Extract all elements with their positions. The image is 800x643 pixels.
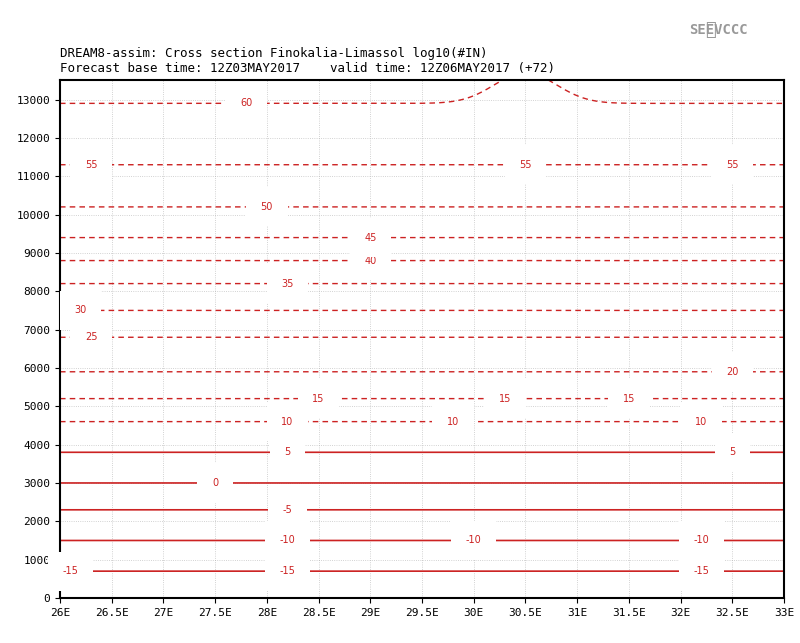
Text: 5: 5 — [729, 448, 735, 457]
Text: -10: -10 — [466, 536, 482, 545]
Text: 10: 10 — [447, 417, 459, 426]
Text: 60: 60 — [240, 98, 252, 109]
Text: DREAM8-assim: Cross section Finokalia-Limassol log10(#IN)
Forecast base time: 12: DREAM8-assim: Cross section Finokalia-Li… — [60, 47, 555, 75]
Text: SEEVCCC: SEEVCCC — [690, 23, 748, 37]
Text: -15: -15 — [62, 566, 78, 576]
Text: -5: -5 — [282, 505, 293, 515]
Text: 30: 30 — [74, 305, 87, 316]
Text: 40: 40 — [364, 255, 377, 266]
Text: 15: 15 — [498, 394, 511, 404]
Text: 5: 5 — [285, 448, 290, 457]
Text: 45: 45 — [364, 233, 377, 242]
Text: 15: 15 — [622, 394, 635, 404]
Text: -10: -10 — [694, 536, 709, 545]
Text: 10: 10 — [282, 417, 294, 426]
Text: -15: -15 — [694, 566, 709, 576]
Text: -15: -15 — [280, 566, 295, 576]
Text: 55: 55 — [519, 159, 532, 170]
Text: 55: 55 — [85, 159, 98, 170]
Text: -10: -10 — [280, 536, 295, 545]
Text: 0: 0 — [212, 478, 218, 488]
Text: 10: 10 — [695, 417, 707, 426]
Text: 50: 50 — [261, 202, 273, 212]
Text: 25: 25 — [85, 332, 98, 342]
Text: ⛅: ⛅ — [706, 21, 716, 39]
Text: 20: 20 — [726, 367, 738, 377]
Text: 35: 35 — [282, 278, 294, 289]
Text: 55: 55 — [726, 159, 738, 170]
Text: 15: 15 — [312, 394, 325, 404]
